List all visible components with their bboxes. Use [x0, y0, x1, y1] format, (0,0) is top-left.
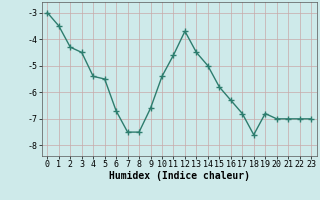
X-axis label: Humidex (Indice chaleur): Humidex (Indice chaleur) — [109, 171, 250, 181]
